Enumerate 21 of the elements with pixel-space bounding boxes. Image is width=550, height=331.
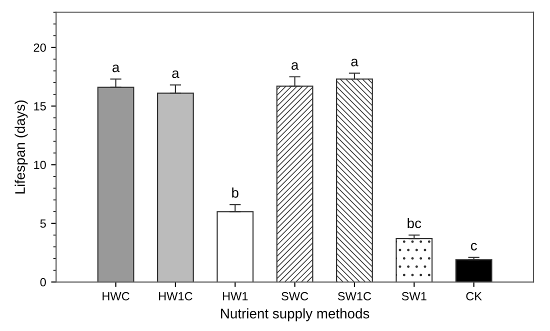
x-tick-label: HW1C — [159, 292, 192, 300]
annotation: a — [292, 62, 299, 70]
annotation: c — [470, 242, 477, 250]
annotation: a — [172, 70, 180, 78]
y-tick-label: 0 — [40, 278, 46, 286]
x-tick-label: CK — [466, 292, 482, 300]
x-tick-label: SWC — [282, 292, 308, 300]
y-tick-label: 20 — [34, 43, 46, 52]
y-tick-label: 5 — [40, 220, 46, 228]
annotation: b — [232, 187, 238, 198]
x-tick-label: SW1C — [338, 292, 372, 300]
y-tick-label: 15 — [34, 102, 46, 110]
annotation: a — [112, 64, 120, 72]
x-tick-label: HW1 — [222, 292, 248, 300]
y-tick-label: 10 — [34, 160, 46, 170]
x-tick-label: SW1 — [402, 292, 426, 300]
x-axis-title: Nutrient supply methods — [221, 308, 370, 322]
y-axis-title: Lifespan (days) — [14, 100, 28, 194]
x-tick-label: HWC — [102, 292, 130, 300]
annotation: bc — [408, 218, 422, 228]
annotation: a — [351, 58, 358, 66]
